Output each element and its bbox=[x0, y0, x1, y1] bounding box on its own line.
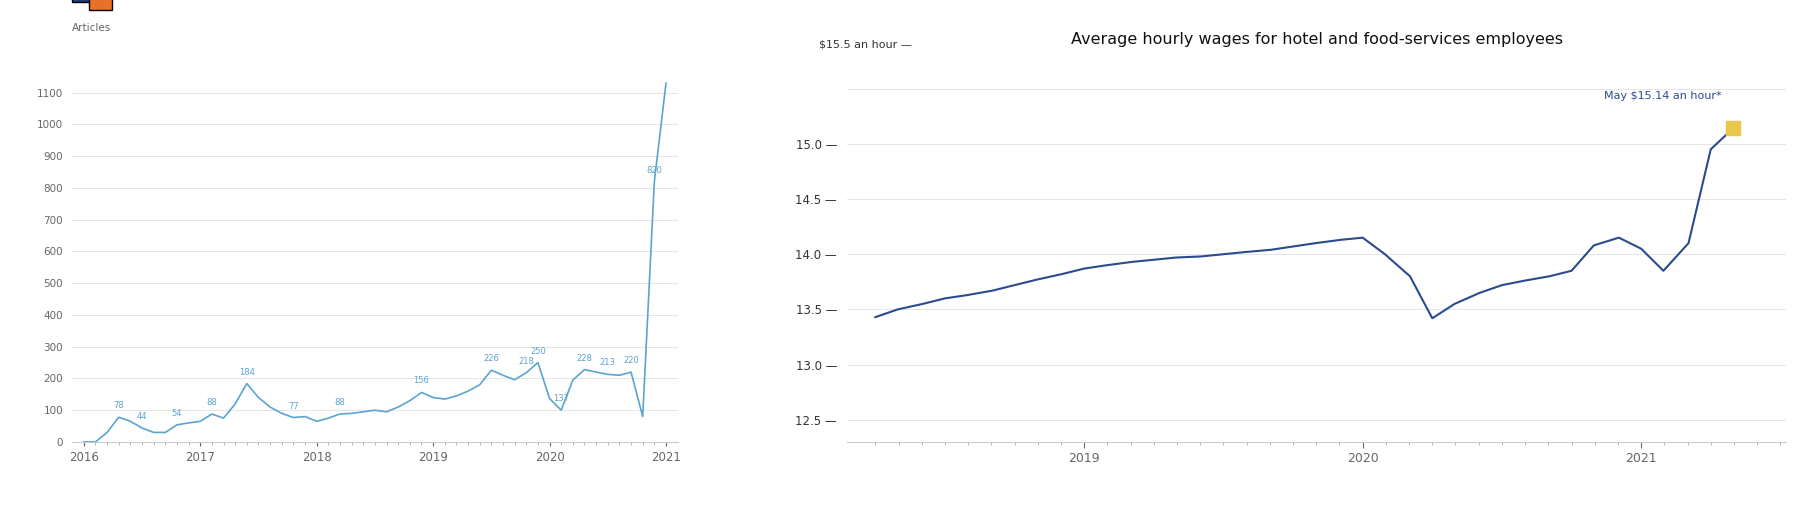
Text: 88: 88 bbox=[206, 398, 216, 407]
Text: 88: 88 bbox=[334, 398, 345, 407]
Text: 218: 218 bbox=[518, 357, 534, 366]
Text: 820: 820 bbox=[646, 166, 662, 175]
Text: May $15.14 an hour*: May $15.14 an hour* bbox=[1604, 90, 1723, 101]
Text: 156: 156 bbox=[413, 376, 429, 386]
Text: 78: 78 bbox=[114, 401, 124, 410]
Text: 228: 228 bbox=[577, 354, 592, 363]
FancyBboxPatch shape bbox=[72, 0, 105, 2]
Title: Average hourly wages for hotel and food-services employees: Average hourly wages for hotel and food-… bbox=[1072, 33, 1562, 47]
Text: 184: 184 bbox=[238, 368, 254, 376]
Text: 220: 220 bbox=[622, 356, 639, 365]
Text: 250: 250 bbox=[530, 346, 547, 356]
FancyBboxPatch shape bbox=[88, 0, 112, 10]
Text: 226: 226 bbox=[483, 354, 500, 363]
Text: $15.5 an hour —: $15.5 an hour — bbox=[819, 40, 913, 49]
Text: Articles: Articles bbox=[72, 23, 112, 33]
Text: 44: 44 bbox=[137, 412, 148, 421]
Text: 77: 77 bbox=[289, 401, 299, 410]
Text: 54: 54 bbox=[171, 409, 182, 418]
Text: 213: 213 bbox=[601, 358, 615, 367]
Text: 137: 137 bbox=[554, 394, 570, 403]
